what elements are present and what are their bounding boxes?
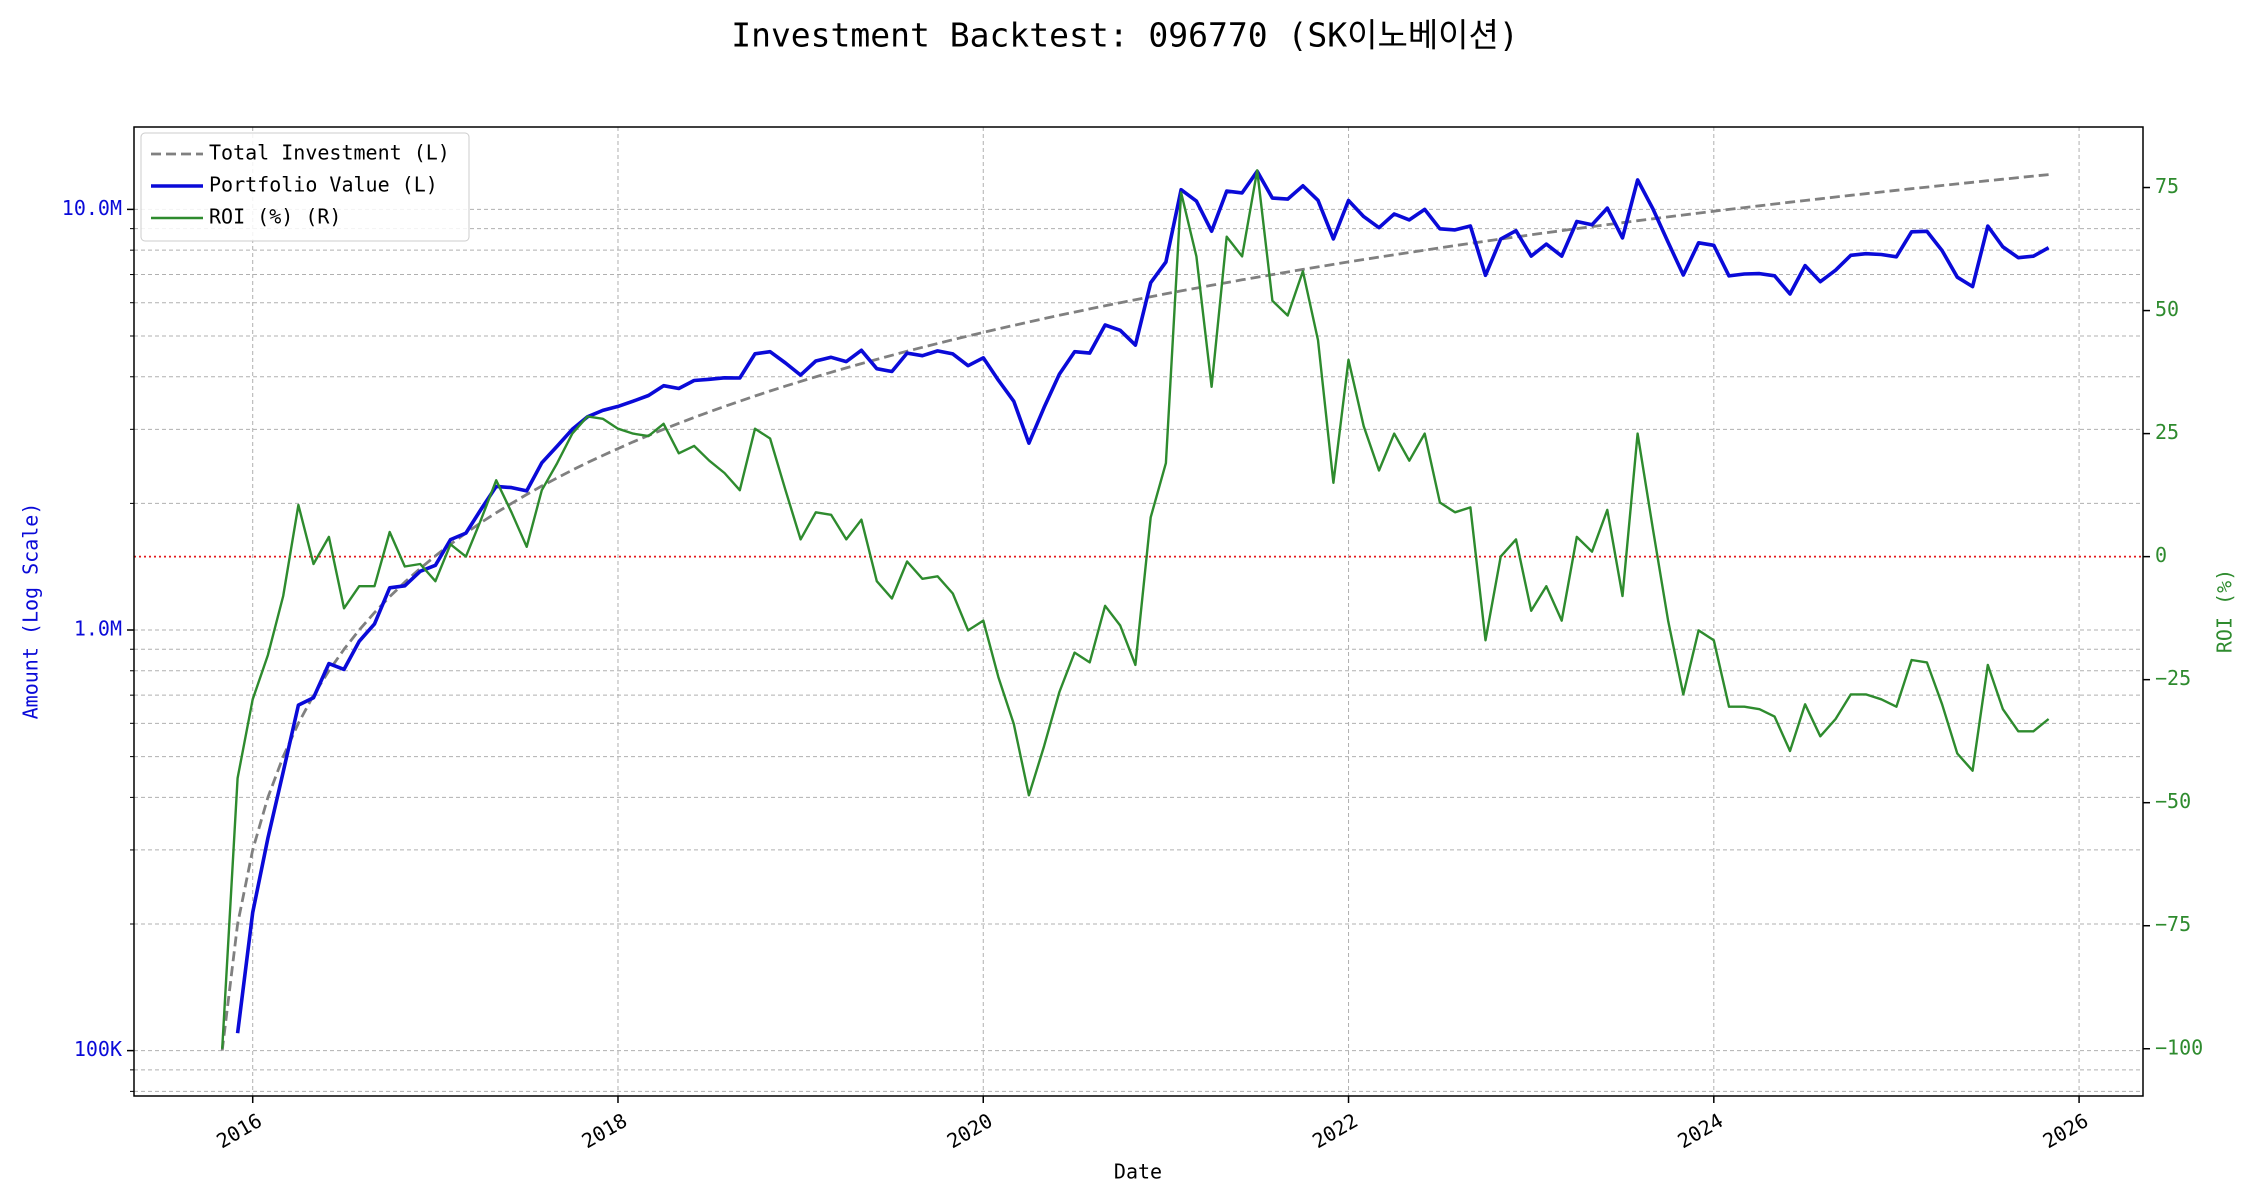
legend-label: Portfolio Value (L) bbox=[209, 173, 438, 197]
y2-tick-label: 0 bbox=[2155, 543, 2167, 567]
grid bbox=[134, 127, 2143, 1096]
series-line bbox=[220, 173, 2049, 1051]
y2-tick-label: 75 bbox=[2155, 174, 2179, 198]
series-line bbox=[235, 169, 2050, 1034]
legend-label: ROI (%) (R) bbox=[209, 205, 341, 229]
x-tick-label: 2020 bbox=[943, 1108, 997, 1153]
x-tick-label: 2018 bbox=[578, 1108, 632, 1153]
x-axis-label: Date bbox=[1114, 1160, 1162, 1184]
y-tick-label: 1.0M bbox=[74, 617, 122, 641]
plot-frame bbox=[133, 126, 2144, 1097]
axes: 2016 2018 2020 2022 2024 2026 100K 1.0M 10.0M −10… bbox=[62, 174, 2203, 1153]
y2-axis-label: ROI (%) bbox=[2213, 569, 2237, 653]
y-tick-label: 100K bbox=[74, 1037, 122, 1061]
legend-label: Total Investment (L) bbox=[209, 141, 450, 165]
chart-title: Investment Backtest: 096770 (SK이노베이션) bbox=[731, 16, 1519, 55]
legend-box bbox=[140, 132, 470, 242]
y-tick-label: 10.0M bbox=[62, 196, 122, 220]
y2-tick-label: 50 bbox=[2155, 297, 2179, 321]
y-axis-label: Amount (Log Scale) bbox=[19, 503, 43, 720]
y2-tick-label: −50 bbox=[2155, 789, 2191, 813]
y2-tick-label: −75 bbox=[2155, 912, 2191, 936]
y2-tick-label: 25 bbox=[2155, 420, 2179, 444]
y2-tick-label: −100 bbox=[2155, 1035, 2203, 1059]
x-tick-label: 2016 bbox=[212, 1108, 266, 1153]
legend: Total Investment (L) Portfolio Value (L) R… bbox=[140, 132, 470, 242]
series-line bbox=[221, 169, 2050, 1049]
x-tick-label: 2024 bbox=[1673, 1108, 1727, 1153]
y2-tick-label: −25 bbox=[2155, 666, 2191, 690]
plot-area bbox=[134, 169, 2143, 1051]
x-tick-label: 2026 bbox=[2039, 1108, 2093, 1153]
x-tick-label: 2022 bbox=[1308, 1108, 1362, 1153]
